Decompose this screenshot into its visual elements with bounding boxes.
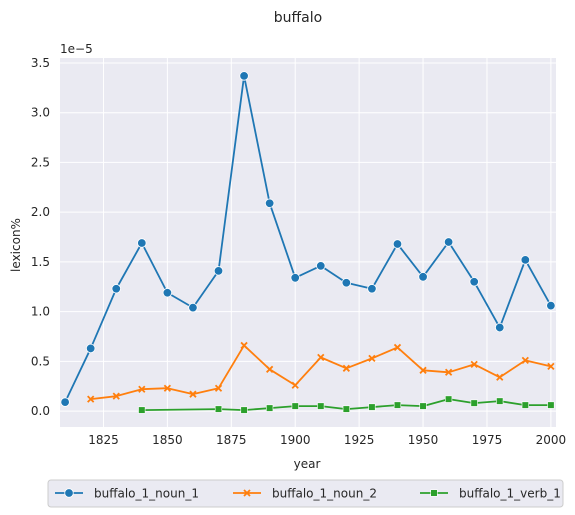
data-point xyxy=(393,401,402,409)
legend-item: buffalo_1_verb_1 xyxy=(420,487,561,501)
data-point xyxy=(87,395,95,403)
data-point xyxy=(316,261,326,271)
series-line xyxy=(64,75,552,403)
data-point xyxy=(469,277,479,287)
x-tick-label: 2000 xyxy=(536,433,567,447)
chart-title: buffalo xyxy=(274,10,322,26)
data-point xyxy=(111,284,121,294)
x-tick-label: 1850 xyxy=(152,433,183,447)
legend-item: buffalo_1_noun_1 xyxy=(55,487,199,501)
x-tick-label: 1950 xyxy=(408,433,439,447)
data-point xyxy=(393,343,402,352)
data-point xyxy=(470,399,478,407)
data-point xyxy=(419,366,427,374)
data-point xyxy=(85,343,96,354)
legend-frame xyxy=(47,479,564,508)
data-point xyxy=(239,71,249,81)
data-point xyxy=(496,397,504,405)
data-point xyxy=(520,255,531,265)
y-tick-label: 2.5 xyxy=(31,155,50,169)
data-point xyxy=(266,365,274,373)
data-point xyxy=(495,322,505,333)
data-point xyxy=(368,354,376,363)
data-point xyxy=(367,284,377,294)
data-point xyxy=(112,392,120,400)
data-point xyxy=(521,356,529,364)
data-point xyxy=(138,385,146,393)
data-point xyxy=(266,404,274,412)
y-tick-label: 3.5 xyxy=(31,56,50,70)
data-point xyxy=(213,266,224,276)
x-tick-label: 1900 xyxy=(280,433,311,447)
data-point xyxy=(60,397,70,407)
x-tick-label: 1975 xyxy=(472,433,503,447)
data-point xyxy=(317,353,325,362)
data-point xyxy=(342,364,350,372)
y-scale-label: 1e−5 xyxy=(60,42,93,56)
legend-label: buffalo_1_noun_1 xyxy=(94,487,199,501)
x-tick-label: 1875 xyxy=(216,433,247,447)
data-point xyxy=(470,360,478,368)
tick-labels: 1825 1850 1875 1900 1925 1950 1975 2000 0.0 0.5 1.… xyxy=(31,56,566,447)
data-point xyxy=(496,373,504,381)
data-point xyxy=(521,401,529,409)
series-buffalo_1_verb_1 xyxy=(138,395,555,414)
legend-label: buffalo_1_verb_1 xyxy=(459,487,561,501)
x-tick-label: 1925 xyxy=(344,433,375,447)
legend-marker xyxy=(430,489,438,497)
data-point xyxy=(341,278,352,288)
data-point xyxy=(368,403,376,411)
y-tick-label: 2.0 xyxy=(31,205,50,219)
series-buffalo_1_noun_1 xyxy=(60,71,556,407)
data-point xyxy=(443,237,454,247)
data-point xyxy=(137,238,147,248)
data-point xyxy=(317,402,325,410)
y-tick-label: 0.0 xyxy=(31,404,50,418)
data-point xyxy=(546,300,556,311)
data-point xyxy=(290,273,300,283)
legend-item: buffalo_1_noun_2 xyxy=(233,487,377,501)
data-point xyxy=(547,362,555,370)
legend: buffalo_1_noun_1 buffalo_1_noun_2 buffalo_… xyxy=(47,479,564,508)
data-point xyxy=(138,406,146,414)
data-point xyxy=(240,406,248,414)
data-point xyxy=(264,198,275,208)
data-point xyxy=(444,368,453,376)
series-layer xyxy=(60,71,556,414)
legend-label: buffalo_1_noun_2 xyxy=(272,487,377,501)
data-point xyxy=(163,384,172,392)
data-point xyxy=(445,395,453,403)
data-point xyxy=(419,402,427,410)
data-point xyxy=(291,402,299,410)
data-point xyxy=(240,341,248,350)
series-buffalo_1_noun_2 xyxy=(87,341,555,403)
data-point xyxy=(188,302,198,313)
y-tick-label: 1.5 xyxy=(31,255,50,269)
data-point xyxy=(547,401,555,409)
data-point xyxy=(214,384,223,392)
data-point xyxy=(342,405,350,413)
data-point xyxy=(291,381,299,389)
y-tick-label: 0.5 xyxy=(31,354,50,368)
data-point xyxy=(392,239,403,249)
x-tick-label: 1825 xyxy=(88,433,119,447)
y-tick-label: 3.0 xyxy=(31,106,50,120)
y-axis-label: lexicon% xyxy=(9,218,23,272)
data-point xyxy=(214,405,223,413)
x-axis-label: year xyxy=(294,457,321,471)
y-tick-label: 1.0 xyxy=(31,305,50,319)
legend-marker xyxy=(64,488,74,498)
legend-marker xyxy=(243,489,251,497)
data-point xyxy=(418,272,428,282)
data-point xyxy=(189,390,197,398)
data-point xyxy=(162,288,173,298)
